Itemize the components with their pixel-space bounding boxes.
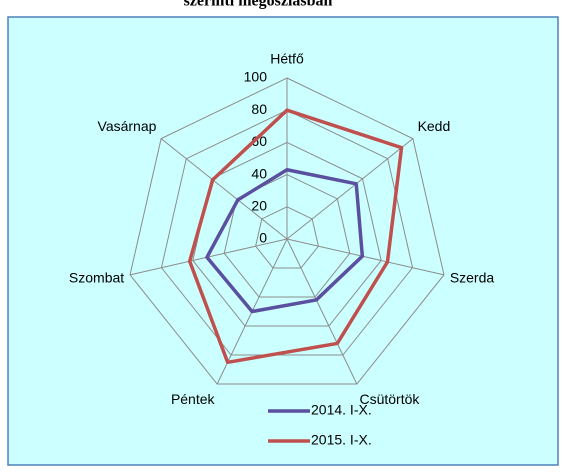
series-line <box>187 108 404 365</box>
grid-line <box>160 109 414 356</box>
legend-label: 2014. I-X. <box>311 402 372 418</box>
category-label: Kedd <box>418 118 451 134</box>
y-tick-label: 60 <box>251 133 267 149</box>
chart-title: szerinti megoszlásban <box>184 0 333 10</box>
category-label: Szerda <box>450 270 495 286</box>
y-tick-label: 0 <box>259 230 267 246</box>
y-tick-label: 80 <box>251 101 267 117</box>
spoke <box>160 138 288 240</box>
y-tick-label: 40 <box>251 165 267 181</box>
legend-label: 2015. I-X. <box>311 432 372 448</box>
grid-line <box>255 206 319 269</box>
grid-line <box>129 77 445 385</box>
y-tick-label: 20 <box>251 198 267 214</box>
category-label: Péntek <box>171 391 216 407</box>
series-line <box>205 168 365 314</box>
y-tick-label: 100 <box>244 69 268 85</box>
category-label: Hétfő <box>270 51 304 67</box>
spoke <box>286 138 414 240</box>
spoke <box>286 238 445 276</box>
category-label: Szombat <box>69 270 124 286</box>
chart-area <box>7 16 559 466</box>
category-label: Csütörtök <box>359 391 420 407</box>
spoke <box>286 238 358 385</box>
category-label: Vasárnap <box>98 118 157 134</box>
